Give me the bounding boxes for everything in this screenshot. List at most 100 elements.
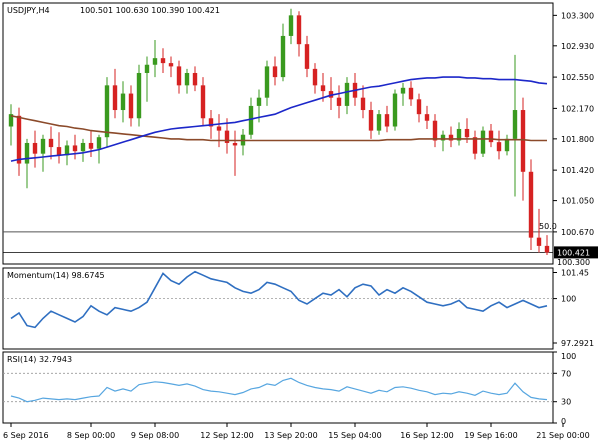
bear-candle-body (368, 110, 374, 131)
momentum-panel: Momentum(14) 98.6745 101.45 100 97.2921 (2, 267, 594, 350)
rsi-series (10, 377, 548, 403)
price-tick-label: 102.550 (561, 73, 594, 82)
bear-candle-body (488, 130, 494, 143)
bull-candle-body (152, 58, 158, 65)
bear-candle-body (200, 85, 206, 119)
rsi-panel: RSI(14) 32.7943 100 70 30 0 (2, 351, 576, 426)
time-tick-label: 13 Sep 20:00 (264, 431, 317, 440)
slow-moving-average-line (10, 115, 547, 142)
bull-candle-body (376, 114, 382, 131)
momentum-tick-label: 101.45 (561, 269, 589, 278)
momentum-series (10, 270, 548, 329)
bear-candle-body (88, 142, 94, 149)
time-tick-label: 19 Sep 16:00 (464, 431, 517, 440)
price-tick-label: 103.300 (561, 11, 594, 20)
bear-candle-body (544, 245, 550, 253)
bear-candle-body (496, 142, 502, 152)
time-tick-label: 15 Sep 04:00 (328, 431, 381, 440)
bull-candle-body (24, 142, 30, 164)
bull-candle-body (288, 15, 294, 36)
bear-candle-body (208, 118, 214, 127)
bull-candle-body (256, 97, 262, 106)
rsi-tick-label: 0 (561, 417, 566, 426)
bull-candle-body (40, 138, 46, 154)
bull-candle-body (512, 110, 518, 139)
bear-candle-body (528, 171, 534, 238)
current-price-value: 100.421 (557, 248, 590, 257)
bear-candle-body (536, 237, 542, 246)
rsi-tick-label: 30 (561, 398, 571, 407)
bear-candle-body (216, 126, 222, 131)
bear-candle-body (448, 134, 454, 141)
bull-candle-body (120, 93, 126, 111)
bull-candle-body (440, 134, 446, 141)
bear-candle-body (296, 15, 302, 45)
time-tick-label: 9 Sep 08:00 (131, 431, 179, 440)
rsi-tick-label: 70 (561, 369, 571, 378)
bear-candle-body (464, 128, 470, 138)
bear-candle-body (320, 85, 326, 92)
bear-candle-body (72, 145, 78, 152)
bear-candle-body (408, 87, 414, 100)
price-tick-label: 101.420 (561, 166, 594, 175)
bear-candle-body (48, 138, 54, 148)
bear-candle-body (176, 66, 182, 86)
bull-candle-body (8, 114, 14, 127)
time-tick-label: 8 Sep 00:00 (67, 431, 115, 440)
bull-candle-body (144, 64, 150, 73)
price-tick-label: 102.170 (561, 104, 594, 113)
price-panel: 50.0 USDJPY,H4 100.501 100.630 100.390 1… (2, 2, 598, 267)
rsi-axis: 100 70 30 0 (553, 351, 576, 426)
price-tick-label: 102.930 (561, 42, 594, 51)
chart-title: USDJPY,H4 (7, 6, 50, 15)
bear-candle-body (192, 72, 198, 86)
time-axis: 6 Sep 2016 8 Sep 00:00 9 Sep 08:00 12 Sep 1… (3, 423, 590, 440)
bear-candle-body (424, 114, 430, 121)
momentum-tick-label: 100 (561, 295, 576, 304)
price-grid: 50.0 (3, 222, 557, 253)
price-axis: 103.300 102.930 102.550 102.170 101.800 101.4… (553, 11, 598, 267)
bear-candle-body (128, 93, 134, 119)
time-tick-label: 21 Sep 00:00 (536, 431, 589, 440)
bear-candle-body (384, 114, 390, 127)
bull-candle-body (264, 66, 270, 98)
bear-candle-body (16, 115, 22, 164)
momentum-line (10, 270, 548, 329)
bear-candle-body (232, 142, 238, 146)
bull-candle-body (80, 142, 86, 152)
time-tick-label: 6 Sep 2016 (3, 431, 49, 440)
bull-candle-body (64, 145, 70, 156)
current-price-tag (554, 246, 598, 259)
bear-candle-body (520, 110, 526, 172)
rsi-tick-label: 100 (561, 352, 576, 361)
bull-candle-body (456, 128, 462, 141)
bull-candle-body (104, 85, 110, 138)
bear-candle-body (432, 120, 438, 141)
bear-candle-body (336, 97, 342, 106)
bull-candle-body (344, 82, 350, 106)
bear-candle-body (168, 63, 174, 67)
fibo-level-label: 50.0 (539, 222, 557, 231)
bull-candle-body (96, 137, 102, 149)
price-bottom-label: 100.300 (557, 258, 590, 267)
bull-candle-body (392, 93, 398, 127)
bull-candle-body (400, 87, 406, 94)
price-tick-label: 100.670 (561, 228, 594, 237)
bear-candle-body (112, 85, 118, 111)
momentum-tick-label: 97.2921 (561, 339, 594, 348)
bear-candle-body (472, 137, 478, 154)
rsi-label: RSI(14) 32.7943 (7, 355, 72, 364)
bear-candle-body (56, 147, 62, 156)
bull-candle-body (248, 105, 254, 135)
price-tick-label: 101.050 (561, 197, 594, 206)
bull-candle-body (136, 72, 142, 119)
price-tick-label: 101.800 (561, 135, 594, 144)
fast-moving-average-line (10, 76, 548, 162)
time-tick-label: 16 Sep 12:00 (400, 431, 453, 440)
bull-candle-body (184, 72, 190, 86)
bear-candle-body (272, 66, 278, 78)
bear-candle-body (224, 130, 230, 143)
bull-candle-body (480, 130, 486, 154)
ohlc-readout: 100.501 100.630 100.390 100.421 (80, 6, 220, 15)
